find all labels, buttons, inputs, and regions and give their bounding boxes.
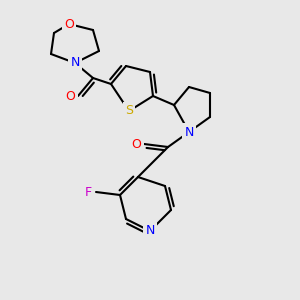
Text: F: F — [85, 185, 92, 199]
Text: O: O — [64, 17, 74, 31]
Text: N: N — [70, 56, 80, 70]
Text: O: O — [132, 137, 141, 151]
Text: S: S — [125, 104, 133, 118]
Text: N: N — [145, 224, 155, 238]
Text: O: O — [66, 89, 75, 103]
Text: N: N — [184, 125, 194, 139]
